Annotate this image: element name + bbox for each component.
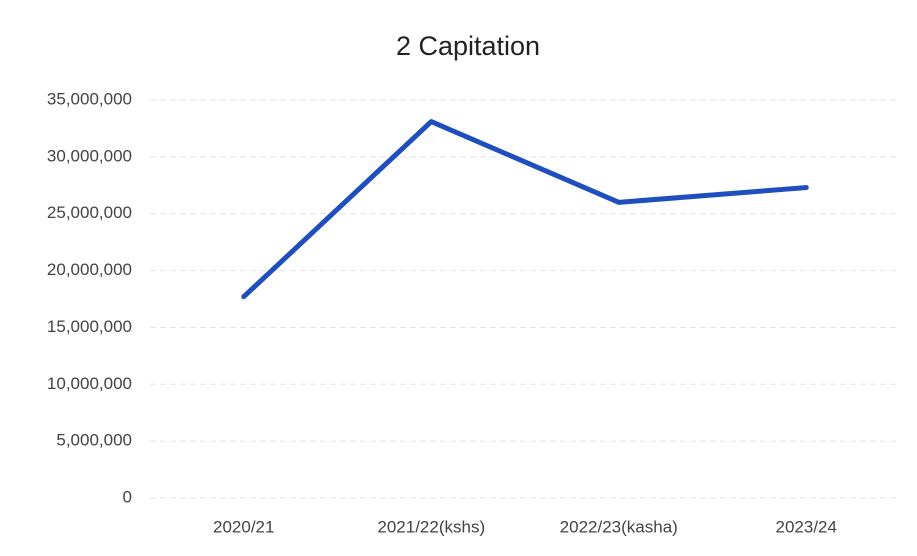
y-tick-label: 30,000,000: [47, 146, 132, 165]
x-tick-label: 2023/24: [776, 517, 837, 536]
y-tick-label: 10,000,000: [47, 374, 132, 393]
y-tick-label: 35,000,000: [47, 89, 132, 108]
x-tick-label: 2021/22(kshs): [377, 517, 485, 536]
x-tick-label: 2022/23(kasha): [560, 517, 678, 536]
y-tick-label: 5,000,000: [56, 431, 132, 450]
x-tick-label: 2020/21: [213, 517, 274, 536]
y-tick-label: 25,000,000: [47, 203, 132, 222]
y-tick-label: 0: [123, 487, 132, 506]
y-tick-label: 15,000,000: [47, 317, 132, 336]
y-tick-label: 20,000,000: [47, 260, 132, 279]
data-line: [241, 119, 809, 300]
chart-title: 2 Capitation: [396, 31, 540, 61]
